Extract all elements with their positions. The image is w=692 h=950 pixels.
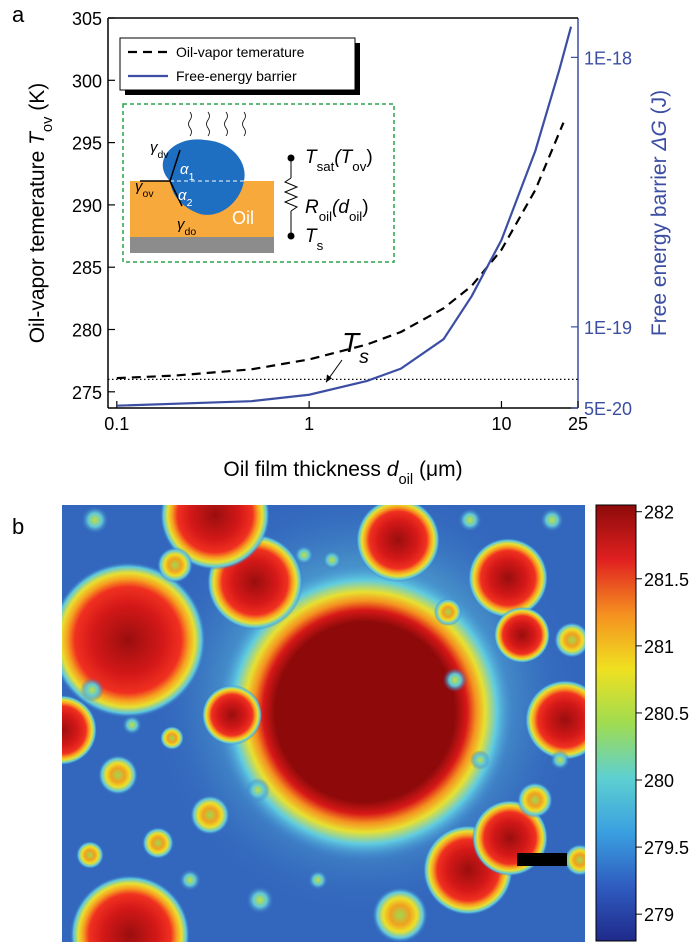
annotation-part: s	[359, 346, 369, 368]
thermal-image	[27, 460, 605, 945]
colorbar-tick-label: 280.5	[644, 704, 689, 724]
colorbar-tick-label: 280	[644, 771, 674, 791]
y-tick-label: 300	[72, 71, 102, 91]
y2-tick-label: 1E-19	[584, 318, 632, 338]
colorbar-tick-label: 279.5	[644, 838, 689, 858]
x-axis-label: Oil film thickness doil (μm)	[223, 458, 462, 488]
figure: a b	[0, 0, 692, 945]
x-axis-label-part: (μm)	[413, 458, 462, 481]
y-tick-label: 275	[72, 383, 102, 403]
circuit-label-part: R	[305, 197, 319, 218]
y-tick-label: 285	[72, 258, 102, 278]
inset-label: Oil	[232, 208, 254, 228]
x-tick-label: 10	[491, 414, 511, 434]
circuit-label-part: s	[317, 238, 324, 253]
colorbar-tick-label: 281.5	[644, 570, 689, 590]
inset-label-part: 2	[187, 197, 193, 209]
inset-label-part: do	[185, 226, 197, 238]
y-tick-label: 305	[72, 9, 102, 29]
colorbar	[596, 505, 636, 941]
circuit-label-part: oil	[319, 209, 332, 224]
y2-axis-label-part: ΔG	[648, 120, 671, 151]
y2-axis-label-part: Free energy barrier	[648, 151, 671, 337]
circuit-label-part: )	[366, 147, 372, 168]
circuit-label-part: )	[362, 197, 368, 218]
x-axis-label-part: oil	[398, 472, 413, 488]
circuit-label-part: sat	[317, 159, 335, 174]
y2-axis-label: Free energy barrier ΔG (J)	[648, 90, 671, 336]
y2-tick-label: 1E-18	[584, 48, 632, 68]
y2-tick-label: 5E-20	[584, 399, 632, 419]
y-axis-label-part: (K)	[26, 83, 49, 117]
colorbar-tick-label: 282	[644, 503, 674, 523]
circuit-label-part: (d	[332, 197, 350, 218]
panel-label: b	[12, 514, 24, 539]
y-axis-label-part: Oil-vapor temerature	[26, 145, 49, 343]
panel-label: a	[12, 2, 25, 27]
circuit-label-part: (T	[334, 147, 353, 168]
y-axis-label-part: ov	[40, 116, 56, 132]
colorbar-tick-label: 281	[644, 637, 674, 657]
circuit-label-part: oil	[349, 209, 362, 224]
legend-label: Free-energy barrier	[176, 68, 297, 84]
y-tick-label: 295	[72, 134, 102, 154]
circuit-label-part: ov	[352, 159, 366, 174]
y-tick-label: 290	[72, 196, 102, 216]
inset-label-part: ov	[143, 188, 155, 200]
x-tick-label: 0.1	[104, 414, 129, 434]
legend-label: Oil-vapor temerature	[176, 44, 305, 60]
y-axis-label: Oil-vapor temerature Tov (K)	[26, 83, 56, 344]
inset-label-part: dv	[158, 149, 170, 161]
x-tick-label: 1	[304, 414, 314, 434]
inset-label-part: Oil	[232, 208, 254, 228]
x-axis-label-part: Oil film thickness	[223, 458, 386, 481]
colorbar-tick-label: 279	[644, 905, 674, 925]
y2-axis-label-part: (J)	[648, 90, 671, 120]
inset-label-part: 1	[189, 171, 195, 183]
scale-bar	[517, 853, 567, 866]
y-tick-label: 280	[72, 321, 102, 341]
